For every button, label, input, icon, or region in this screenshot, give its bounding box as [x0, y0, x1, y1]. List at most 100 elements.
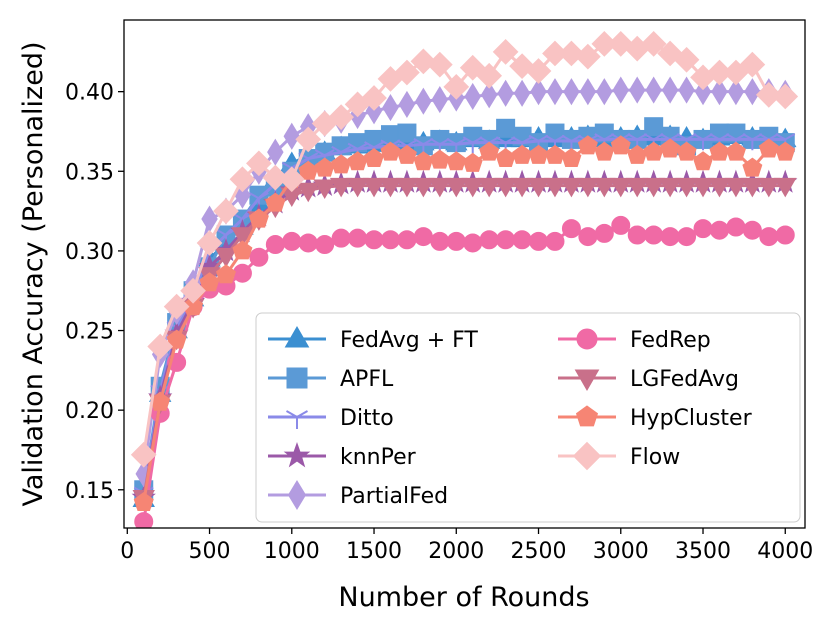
data-point-hypcluster	[429, 149, 450, 169]
x-tick-label: 3000	[593, 539, 649, 564]
data-point-flow	[278, 166, 305, 193]
data-point-lgfedavg	[741, 177, 764, 198]
legend-marker	[287, 480, 307, 510]
data-point-lgfedavg	[527, 177, 550, 198]
legend-marker	[286, 410, 308, 429]
data-point-fedrep	[759, 227, 779, 247]
legend-item-flow: Flow	[558, 441, 680, 471]
data-point-lgfedavg	[560, 177, 583, 198]
series-line-ditto	[142, 137, 786, 494]
legend-label: Flow	[630, 445, 680, 470]
data-point-hypcluster	[199, 272, 220, 292]
data-point-partialfed	[415, 87, 432, 115]
data-point-flow	[739, 51, 766, 78]
data-point-fedrep	[496, 230, 516, 250]
data-point-fedrep	[578, 227, 598, 247]
data-point-hypcluster	[676, 141, 697, 161]
data-point-lgfedavg	[461, 177, 484, 198]
data-point-lgfedavg	[329, 177, 353, 198]
data-point-fedrep	[775, 225, 795, 245]
data-point-partialfed	[596, 78, 613, 106]
data-point-lgfedavg	[313, 179, 336, 200]
data-point-fedrep	[282, 231, 302, 251]
y-axis-label: Validation Accuracy (Personalized)	[18, 41, 49, 506]
data-point-flow	[640, 31, 667, 57]
data-point-partialfed	[480, 81, 498, 109]
data-point-apfl	[545, 123, 565, 143]
legend-label: Ditto	[340, 406, 394, 431]
data-point-fedrep	[512, 230, 532, 250]
legend-marker	[284, 325, 310, 348]
legend-marker	[574, 369, 600, 392]
data-point-flow	[410, 48, 437, 75]
legend-box	[255, 312, 801, 523]
y-tick-label: 0.20	[65, 399, 114, 424]
data-point-lgfedavg	[576, 177, 600, 198]
data-point-flow	[213, 198, 239, 224]
legend-item-lgfedavg: LGFedAvg	[558, 367, 739, 392]
legend-label: HypCluster	[630, 406, 753, 431]
data-point-lgfedavg	[297, 182, 320, 203]
data-point-partialfed	[431, 86, 449, 114]
data-point-flow	[229, 166, 256, 193]
data-point-lgfedavg	[757, 177, 781, 198]
data-point-fedrep	[726, 217, 746, 237]
data-point-hypcluster	[577, 135, 598, 155]
data-point-fedrep	[315, 235, 335, 255]
x-tick-label: 1000	[264, 539, 320, 564]
plot-frame	[123, 19, 806, 529]
data-point-fedrep	[529, 231, 549, 251]
y-tick-label: 0.40	[65, 81, 114, 106]
data-point-partialfed	[744, 78, 761, 106]
data-point-lgfedavg	[774, 177, 797, 198]
data-point-flow	[394, 59, 420, 86]
data-point-hypcluster	[742, 157, 763, 177]
data-point-fedrep	[693, 219, 713, 239]
data-point-flow	[443, 74, 470, 100]
data-point-partialfed	[497, 79, 514, 107]
data-point-fedrep	[348, 228, 368, 248]
y-tick-label: 0.30	[65, 240, 114, 265]
data-point-hypcluster	[725, 141, 746, 161]
data-point-hypcluster	[248, 208, 269, 228]
data-point-lgfedavg	[346, 177, 369, 198]
data-point-hypcluster	[215, 264, 236, 284]
data-point-lgfedavg	[691, 177, 715, 198]
legend-item-ditto: Ditto	[268, 406, 394, 431]
data-point-hypcluster	[660, 138, 681, 158]
data-point-fedrep	[709, 220, 729, 240]
data-point-lgfedavg	[510, 177, 534, 198]
legend-label: FedRep	[630, 328, 711, 353]
data-point-hypcluster	[446, 151, 467, 171]
series-layer	[130, 31, 799, 528]
data-point-lgfedavg	[609, 177, 632, 198]
legend-item-knnper: knnPer	[268, 441, 417, 470]
x-tick-label: 3500	[675, 539, 731, 564]
legend-item-partialfed: PartialFed	[268, 480, 448, 510]
legend-label: APFL	[340, 367, 394, 392]
data-point-lgfedavg	[494, 177, 517, 198]
data-point-fedrep	[134, 512, 154, 528]
data-point-fedrep	[644, 225, 664, 245]
data-point-hypcluster	[561, 148, 582, 168]
data-point-fedrep	[413, 227, 433, 247]
data-point-partialfed	[727, 78, 745, 106]
series-hypcluster	[133, 135, 796, 512]
legend-marker	[572, 441, 602, 471]
legend-item-hypcluster: HypCluster	[558, 405, 753, 431]
data-point-flow	[361, 85, 387, 111]
data-point-hypcluster	[396, 144, 417, 164]
data-point-fedrep	[594, 223, 614, 243]
data-point-flow	[772, 83, 799, 110]
data-point-fedrep	[446, 231, 466, 251]
data-point-partialfed	[546, 78, 564, 106]
data-point-flow	[180, 277, 206, 304]
data-point-hypcluster	[133, 492, 154, 512]
data-point-flow	[575, 43, 601, 70]
series-line-lgfedavg	[142, 184, 786, 498]
legend-marker	[576, 328, 598, 350]
data-point-hypcluster	[232, 240, 253, 260]
data-point-hypcluster	[610, 135, 631, 155]
y-tick-label: 0.15	[65, 479, 114, 504]
